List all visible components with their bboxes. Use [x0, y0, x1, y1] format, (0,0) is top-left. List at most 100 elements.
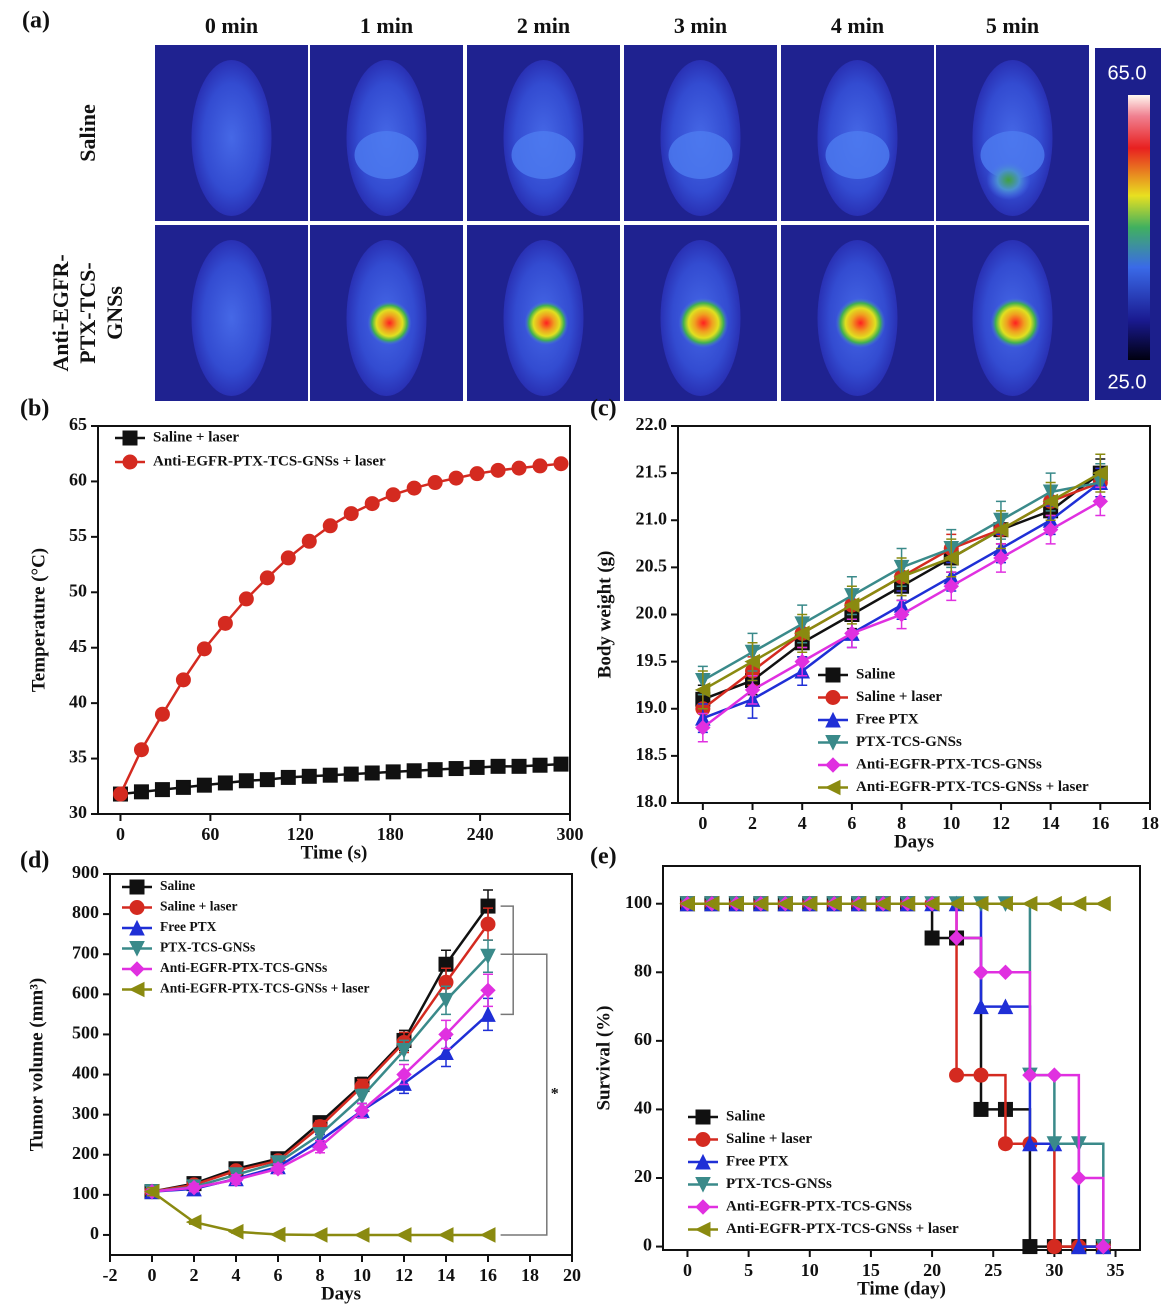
- legend-label: Saline + laser: [726, 1131, 812, 1147]
- marker: [695, 1109, 711, 1125]
- marker: [312, 1139, 328, 1155]
- y-tick-label: 45: [69, 636, 87, 656]
- marker: [238, 773, 254, 789]
- marker: [490, 758, 506, 774]
- x-tick-label: 12: [992, 813, 1010, 833]
- marker: [844, 625, 860, 642]
- y-tick-label: 30: [69, 802, 87, 822]
- marker: [893, 568, 910, 585]
- legend-label: Free PTX: [856, 711, 919, 727]
- marker: [992, 521, 1009, 538]
- x-tick-label: 10: [801, 1260, 819, 1280]
- y-tick-label: 20.5: [636, 556, 668, 576]
- hot-spot: [678, 298, 729, 348]
- x-tick-label: 300: [557, 824, 584, 844]
- marker: [825, 667, 841, 683]
- legend-label: Anti-EGFR-PTX-TCS-GNSs: [160, 960, 327, 975]
- marker: [703, 895, 720, 912]
- marker: [154, 706, 170, 722]
- marker: [269, 1226, 286, 1243]
- colorbar: [1128, 95, 1150, 360]
- marker: [1092, 493, 1109, 510]
- marker: [343, 506, 359, 522]
- x-tick-label: 18: [521, 1265, 539, 1285]
- legend-label: Free PTX: [160, 919, 217, 934]
- warm-spot: [668, 131, 733, 179]
- x-tick-label: 6: [274, 1265, 283, 1285]
- marker: [479, 1227, 496, 1243]
- marker: [280, 550, 296, 566]
- x-tick-label: 6: [847, 813, 856, 833]
- marker: [196, 777, 212, 793]
- x-tick-label: 14: [1042, 813, 1060, 833]
- marker: [175, 672, 191, 688]
- marker: [480, 1006, 496, 1022]
- marker: [744, 653, 761, 670]
- y-tick-label: 0: [90, 1223, 99, 1243]
- x-tick-label: 5: [744, 1260, 753, 1280]
- x-tick-label: 4: [232, 1265, 241, 1285]
- y-tick-label: 100: [625, 892, 652, 912]
- marker: [490, 462, 506, 478]
- marker: [228, 1171, 244, 1188]
- marker: [154, 782, 170, 798]
- x-tick-label: 25: [984, 1260, 1002, 1280]
- marker: [385, 487, 401, 503]
- series-line: [151, 989, 489, 1193]
- y-tick-label: 60: [69, 470, 87, 490]
- row-label: Saline: [75, 104, 100, 162]
- y-tick-label: 22.0: [636, 414, 668, 434]
- marker: [270, 1161, 286, 1177]
- time-label: 3 min: [674, 13, 727, 38]
- y-tick-label: 200: [72, 1143, 99, 1163]
- marker: [129, 941, 145, 957]
- marker: [744, 682, 761, 698]
- panel-label: (e): [590, 844, 617, 870]
- marker: [695, 1153, 711, 1170]
- y-tick-label: 18.0: [636, 791, 668, 811]
- marker: [469, 759, 485, 775]
- marker: [973, 1101, 989, 1117]
- time-label: 2 min: [517, 13, 570, 38]
- marker: [385, 764, 401, 780]
- legend-label: Anti-EGFR-PTX-TCS-GNSs + laser: [726, 1221, 959, 1237]
- marker: [133, 784, 149, 800]
- marker: [364, 765, 380, 781]
- marker: [438, 1044, 454, 1060]
- mouse-body: [191, 60, 272, 216]
- panel-label: (d): [20, 848, 49, 874]
- y-tick-label: 500: [72, 1023, 99, 1043]
- x-tick-label: 240: [467, 824, 494, 844]
- time-label: 4 min: [831, 13, 884, 38]
- marker: [801, 895, 818, 912]
- marker: [354, 1102, 370, 1119]
- y-axis-label: Tumor volume (mm³): [26, 978, 47, 1152]
- marker: [694, 1221, 711, 1238]
- marker: [532, 757, 548, 773]
- row-label: Anti-EGFR-: [48, 254, 73, 371]
- plot-frame: [662, 865, 1141, 1251]
- marker: [175, 779, 191, 795]
- legend-label: PTX-TCS-GNSs: [726, 1176, 832, 1192]
- marker: [427, 475, 443, 491]
- warm-spot: [825, 131, 890, 179]
- marker: [993, 550, 1009, 566]
- time-label: 5 min: [986, 13, 1039, 38]
- y-tick-label: 700: [72, 942, 99, 962]
- marker: [875, 895, 891, 912]
- bracket: [500, 905, 514, 1016]
- marker: [133, 742, 149, 758]
- panel-label: (a): [22, 8, 50, 34]
- x-tick-label: 0: [698, 813, 707, 833]
- y-tick-label: 20.0: [636, 603, 668, 623]
- legend-label: Saline + laser: [153, 429, 239, 445]
- marker: [794, 653, 810, 670]
- marker: [948, 930, 965, 946]
- marker: [217, 775, 233, 791]
- marker: [997, 1136, 1013, 1152]
- marker: [695, 1177, 711, 1193]
- marker: [186, 1179, 202, 1196]
- bracket: [500, 953, 548, 1236]
- marker: [679, 895, 695, 912]
- marker: [972, 895, 989, 912]
